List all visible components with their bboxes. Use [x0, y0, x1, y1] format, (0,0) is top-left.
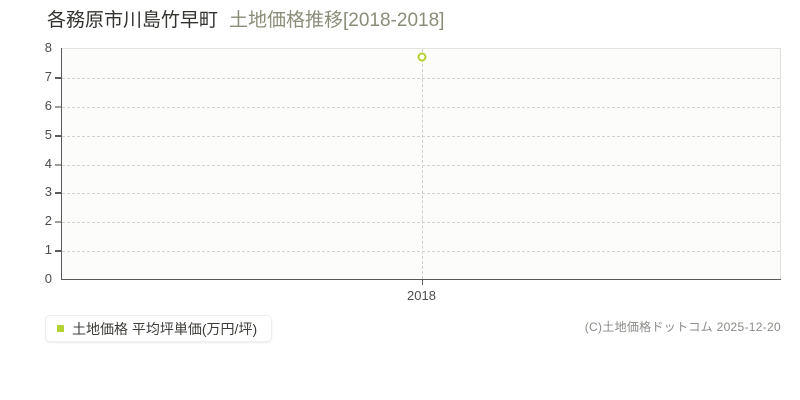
y-axis-labels: 0 1 2 3 4 5 6 7 8	[0, 0, 52, 400]
x-axis-line	[61, 279, 781, 280]
gridline-horizontal	[62, 251, 780, 253]
x-axis-tick	[421, 279, 423, 285]
gridline-horizontal	[62, 106, 780, 108]
y-axis-tick-label: 6	[44, 97, 52, 113]
y-axis-tick	[55, 134, 61, 137]
copyright-text: (C)土地価格ドットコム 2025-12-20	[584, 320, 781, 334]
y-axis-tick-label: 0	[44, 271, 52, 286]
title-subject: 土地価格推移[2018-2018]	[229, 10, 445, 31]
gridline-horizontal	[62, 164, 780, 166]
y-axis-tick	[55, 163, 61, 166]
y-axis-tick-label: 1	[44, 242, 52, 258]
y-axis-tick	[55, 221, 61, 224]
data-point-marker[interactable]	[417, 52, 426, 62]
legend-swatch-icon	[57, 325, 64, 332]
y-axis-tick	[55, 105, 61, 108]
page-title: 各務原市川島竹早町 土地価格推移[2018-2018]	[47, 8, 444, 34]
plot-area	[62, 48, 781, 279]
y-axis-line	[61, 48, 62, 280]
y-axis-tick-label: 3	[44, 184, 52, 200]
gridline-horizontal	[62, 222, 780, 224]
x-axis-tick-label: 2018	[407, 288, 436, 303]
y-axis-tick	[55, 250, 61, 253]
gridline-horizontal	[62, 135, 780, 137]
y-axis-tick-label: 4	[44, 155, 52, 171]
title-location: 各務原市川島竹早町	[47, 10, 219, 31]
gridline-horizontal	[62, 193, 780, 195]
y-axis-tick	[55, 76, 61, 79]
y-axis-tick-label: 2	[44, 213, 52, 229]
y-axis-tick-label: 7	[44, 68, 52, 84]
chart-legend[interactable]: 土地価格 平均坪単価(万円/坪)	[45, 315, 273, 342]
y-axis-tick-label: 8	[44, 40, 52, 55]
y-axis-tick-label: 5	[44, 126, 52, 142]
gridline-vertical	[421, 49, 423, 279]
gridline-horizontal	[62, 77, 780, 79]
y-axis-tick	[55, 192, 61, 195]
legend-item-label: 土地価格 平均坪単価(万円/坪)	[72, 320, 258, 337]
